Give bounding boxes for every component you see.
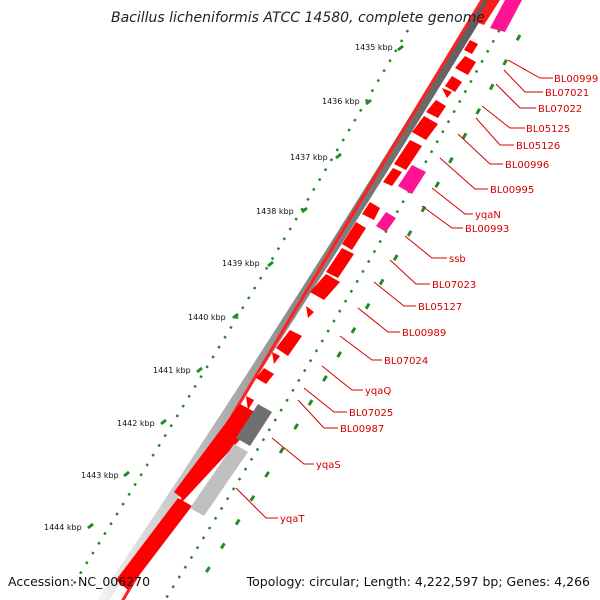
gc-content-outer-dots (68, 29, 410, 591)
accession-text: Accession: NC_006270 (8, 574, 150, 589)
tick-label: 1437 kbp (290, 153, 328, 162)
gene-label: BL00987 (340, 424, 384, 435)
gene-arrow-BL05126 (426, 100, 446, 118)
tick-label: 1441 kbp (153, 366, 191, 375)
gene-label: BL05125 (526, 124, 570, 135)
gene-arrow-BL05125 (442, 88, 452, 98)
gene-arrow-ssb (342, 222, 366, 250)
gene-arrow-BL07025 (256, 368, 274, 384)
gene-arrow-BL07024 (276, 330, 302, 356)
map-title: Bacillus licheniformis ATCC 14580, compl… (111, 10, 485, 26)
gene-label: yqaT (280, 514, 305, 525)
tick-label: 1439 kbp (222, 259, 260, 268)
gene-arrow-yqaS-red (174, 404, 262, 500)
gene-label: BL07022 (538, 104, 582, 115)
tick-label: 1444 kbp (44, 523, 82, 532)
gene-label: BL07021 (545, 88, 589, 99)
scale-tick-labels: 1435 kbp 1436 kbp 1437 kbp 1438 kbp 1439… (44, 43, 393, 532)
gene-pseudo-yqaN (398, 165, 426, 194)
gene-label: yqaQ (365, 386, 391, 397)
gene-label: BL07024 (384, 356, 428, 367)
gene-label: BL05127 (418, 302, 462, 313)
tick-label: 1435 kbp (355, 43, 393, 52)
tick-label: 1440 kbp (188, 313, 226, 322)
gene-gray-yqaT (190, 444, 248, 516)
tick-label: 1438 kbp (256, 207, 294, 216)
gene-arrow-BL00996 (412, 116, 438, 140)
gene-label: BL00995 (490, 185, 534, 196)
gene-arrow-BL00989 (306, 306, 314, 318)
backbone-ring (97, 0, 493, 600)
gene-label: BL00999 (554, 74, 598, 85)
gene-arrow-BL05127 (310, 274, 340, 300)
gene-label: yqaN (475, 210, 501, 221)
gene-arrow-yqaQ (272, 352, 280, 364)
gene-label: BL00989 (402, 328, 446, 339)
gene-arrow-BL07023 (326, 248, 354, 278)
tick-label: 1442 kbp (117, 419, 155, 428)
gene-block-top-red (476, 0, 500, 25)
gene-label: BL00993 (465, 224, 509, 235)
gene-arrow-BL00995 (394, 140, 422, 170)
label-leader-lines (235, 59, 553, 519)
gene-label: ssb (449, 254, 466, 265)
gene-arrow-BL00999 (464, 40, 478, 54)
topology-text: Topology: circular; Length: 4,222,597 bp… (246, 574, 590, 589)
gene-arrow-yqaN (383, 168, 402, 186)
gene-label: BL05126 (516, 141, 560, 152)
gene-label: yqaS (316, 460, 341, 471)
gene-arrow-BL07021 (455, 56, 476, 75)
gene-label: BL00996 (505, 160, 549, 171)
gc-skew-dashes (193, 34, 522, 591)
gene-arrow-yqaT-red (116, 498, 192, 590)
gene-label: BL07025 (349, 408, 393, 419)
gene-arrow-BL00993 (362, 202, 380, 220)
gene-label: BL07023 (432, 280, 476, 291)
gene-arrow-BL07022 (445, 76, 462, 92)
gene-labels: BL00999 BL07021 BL07022 BL05125 BL05126 … (280, 74, 598, 525)
tick-label: 1436 kbp (322, 97, 360, 106)
gene-block-top-pink (490, 0, 522, 32)
tick-label: 1443 kbp (81, 471, 119, 480)
gene-gray-yqaS (236, 404, 272, 446)
gene-pseudo-ssb (376, 212, 396, 232)
scale-tick-marks (87, 44, 404, 530)
gene-arrow-BL00987 (246, 396, 254, 410)
